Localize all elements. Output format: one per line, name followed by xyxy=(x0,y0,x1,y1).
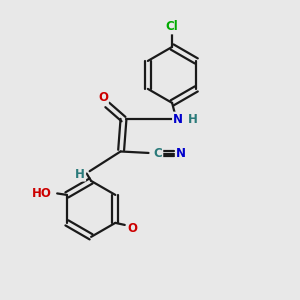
Text: N: N xyxy=(173,112,183,126)
Text: O: O xyxy=(98,91,108,104)
Text: HO: HO xyxy=(32,187,52,200)
Text: H: H xyxy=(188,112,198,126)
Text: C: C xyxy=(154,147,162,160)
Text: N: N xyxy=(176,147,186,160)
Text: H: H xyxy=(75,168,85,181)
Text: O: O xyxy=(128,222,137,235)
Text: Cl: Cl xyxy=(166,20,178,33)
